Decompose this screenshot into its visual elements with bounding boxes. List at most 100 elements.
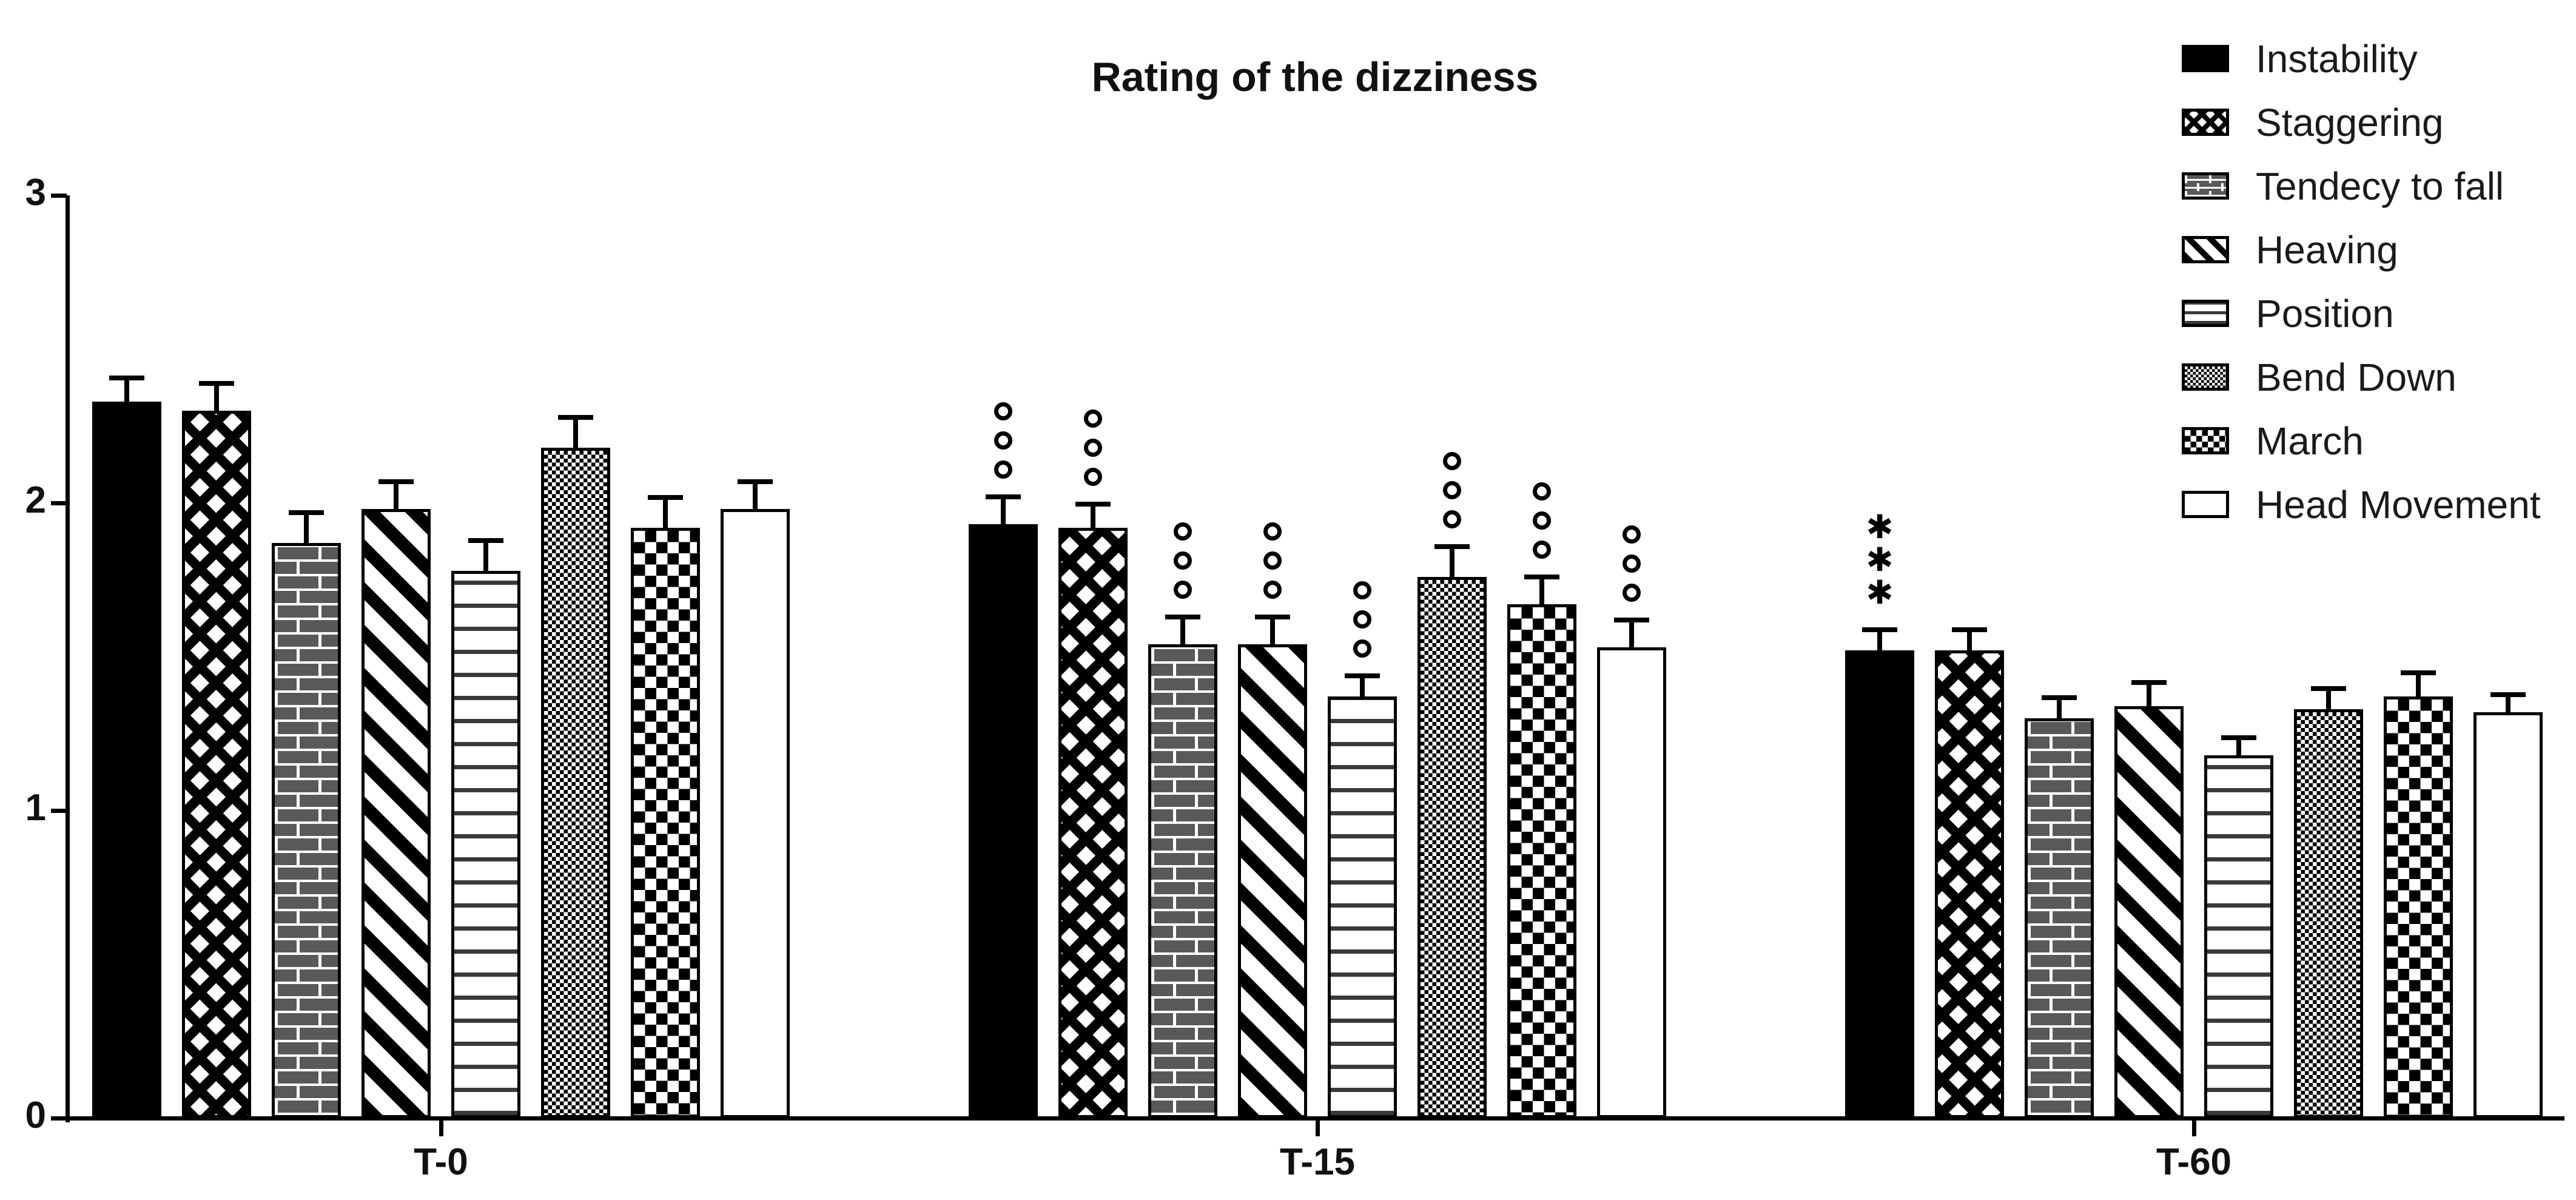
y-tick-mark (51, 501, 67, 505)
legend-item: Head Movement (2182, 473, 2541, 536)
error-bar-cap (1434, 544, 1470, 549)
error-bar-cap (468, 538, 503, 543)
error-bar-cap (1614, 618, 1649, 622)
bar-heaving-t-15 (1238, 644, 1307, 1118)
x-tick-mark (439, 1121, 443, 1136)
x-tick-label-t-15: T-15 (1279, 1141, 1356, 1183)
legend-label: March (2256, 419, 2364, 463)
circle-marker-icon (1084, 468, 1102, 486)
significance-asterisks: ✱ ✱ ✱ (1866, 508, 1894, 612)
significance-circles (1174, 522, 1192, 599)
significance-circles (1533, 482, 1551, 559)
error-bar-cap (289, 510, 324, 515)
circle-marker-icon (1443, 510, 1461, 528)
circle-marker-icon (1263, 522, 1282, 541)
y-tick-mark (51, 1116, 67, 1121)
bar-march-t-15 (1507, 604, 1576, 1118)
y-axis (66, 195, 70, 1122)
error-bar-stem (124, 380, 129, 402)
error-bar-stem (1450, 549, 1454, 577)
error-bar-cap (1524, 575, 1559, 579)
bar-staggering-t-0 (182, 411, 251, 1118)
error-bar-stem (2326, 691, 2331, 709)
bar-march-t-0 (631, 528, 700, 1118)
y-tick-label: 3 (25, 172, 46, 214)
error-bar-stem (1091, 507, 1095, 528)
legend-item: March (2182, 409, 2541, 473)
error-bar-stem (1001, 499, 1006, 524)
error-bar-stem (2236, 740, 2241, 755)
error-bar-stem (394, 484, 399, 509)
circle-marker-icon (1353, 581, 1371, 599)
error-bar-stem (1877, 632, 1882, 650)
circle-marker-icon (1443, 452, 1461, 470)
significance-circles (1443, 452, 1461, 528)
bar-staggering-t-60 (1935, 650, 2004, 1118)
error-bar-stem (2057, 700, 2062, 718)
error-bar-stem (2416, 675, 2421, 696)
circle-marker-icon (1533, 541, 1551, 559)
circle-marker-icon (1623, 525, 1641, 544)
circle-marker-icon (1443, 481, 1461, 499)
bar-tendecy-to-fall-t-0 (272, 543, 341, 1118)
bar-instability-t-60 (1845, 650, 1914, 1118)
legend-label: Tendecy to fall (2256, 164, 2504, 208)
legend-label: Head Movement (2256, 482, 2541, 527)
error-bar-cap (2131, 680, 2167, 685)
error-bar-cap (1345, 673, 1380, 678)
error-bar-cap (1075, 502, 1111, 507)
bar-position-t-0 (451, 571, 520, 1118)
y-tick-label: 2 (25, 479, 46, 521)
x-tick-label-t-0: T-0 (414, 1141, 468, 1183)
error-bar-cap (2042, 695, 2077, 700)
bar-tendecy-to-fall-t-60 (2025, 718, 2094, 1118)
error-bar-cap (378, 479, 414, 484)
legend-item: Heaving (2182, 218, 2541, 281)
circle-marker-icon (994, 460, 1012, 479)
error-bar-stem (573, 420, 578, 448)
circle-marker-icon (1353, 639, 1371, 658)
x-tick-mark (2192, 1121, 2196, 1136)
significance-circles (1623, 525, 1641, 602)
legend-label: Staggering (2256, 100, 2444, 144)
bar-instability-t-0 (92, 402, 161, 1118)
error-bar-cap (109, 376, 144, 380)
circle-marker-icon (1353, 610, 1371, 629)
error-bar-stem (214, 386, 219, 411)
error-bar-cap (199, 381, 234, 386)
error-bar-stem (483, 543, 488, 571)
chart-title: Rating of the dizziness (1091, 54, 1539, 100)
bar-heaving-t-0 (362, 509, 431, 1118)
circle-marker-icon (994, 431, 1012, 450)
bar-bend-down-t-60 (2294, 709, 2363, 1118)
error-bar-cap (2401, 670, 2436, 675)
error-bar-cap (986, 494, 1021, 499)
legend-label: Instability (2256, 36, 2418, 81)
legend-item: Position (2182, 281, 2541, 345)
bar-tendecy-to-fall-t-15 (1148, 644, 1217, 1118)
legend-swatch-bend-down (2182, 363, 2229, 391)
legend: Instability Staggering Tendecy to fall Heav… (2182, 27, 2541, 536)
circle-marker-icon (1623, 584, 1641, 602)
y-tick-mark (51, 194, 67, 198)
bar-march-t-60 (2384, 696, 2453, 1118)
legend-swatch-staggering (2182, 109, 2229, 136)
x-tick-mark (1316, 1121, 1320, 1136)
legend-swatch-position (2182, 300, 2229, 327)
legend-swatch-head-movement (2182, 491, 2229, 518)
circle-marker-icon (1084, 439, 1102, 457)
legend-item: Staggering (2182, 90, 2541, 154)
bar-bend-down-t-0 (541, 448, 610, 1118)
y-tick-mark (51, 809, 67, 813)
error-bar-stem (1539, 579, 1544, 604)
circle-marker-icon (1533, 511, 1551, 530)
error-bar-cap (738, 479, 773, 484)
error-bar-cap (1255, 615, 1290, 619)
significance-circles (1263, 522, 1282, 599)
error-bar-stem (1360, 678, 1365, 696)
error-bar-cap (2221, 735, 2256, 740)
bar-position-t-15 (1328, 696, 1397, 1118)
circle-marker-icon (1174, 581, 1192, 599)
error-bar-cap (1165, 615, 1200, 619)
